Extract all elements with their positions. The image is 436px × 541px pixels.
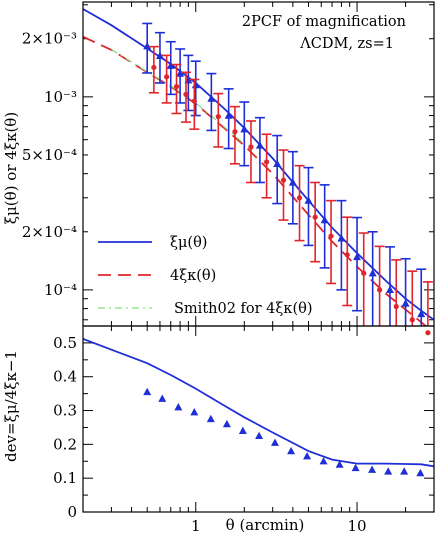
series-line-dev-curve bbox=[83, 338, 434, 468]
x-axis-label: θ (arcmin) bbox=[226, 516, 305, 534]
top-y-tick-label: 2×10⁻⁴ bbox=[22, 223, 77, 241]
legend-label-2: Smith02 for 4ξκ(θ) bbox=[174, 301, 313, 317]
dev-point-triangle bbox=[319, 457, 328, 465]
top-y-tick-label: 10⁻⁴ bbox=[44, 281, 77, 299]
data-point-dot bbox=[264, 159, 270, 165]
data-point-dot bbox=[296, 195, 303, 201]
top-y-axis-label: ξμ(θ) or 4ξκ(θ) bbox=[2, 112, 20, 224]
dev-point-triangle bbox=[287, 446, 296, 455]
dev-point-triangle bbox=[368, 465, 377, 473]
bottom-y-tick-label: 0.1 bbox=[53, 469, 77, 487]
data-point-dot bbox=[361, 270, 367, 276]
dev-point-triangle bbox=[143, 387, 152, 396]
data-point-triangle bbox=[166, 61, 175, 69]
bottom-y-tick-label: 0.2 bbox=[53, 435, 77, 453]
data-point-dot bbox=[425, 330, 431, 336]
data-point-dot bbox=[232, 129, 238, 135]
data-point-dot bbox=[248, 144, 254, 150]
bottom-panel: dev=ξμ/4ξκ−1 θ (arcmin) 0 0.1 0.2 0.3 0.4 0.5… bbox=[2, 325, 435, 535]
top-y-tick-label: 2×10⁻³ bbox=[22, 30, 77, 48]
bottom-y-axis-label: dev=ξμ/4ξκ−1 bbox=[2, 350, 20, 462]
dev-point-triangle bbox=[303, 452, 312, 460]
data-point-triangle bbox=[207, 94, 216, 102]
data-point-triangle bbox=[320, 215, 329, 224]
data-point-triangle bbox=[176, 69, 185, 77]
data-point-triangle bbox=[288, 178, 297, 186]
data-point-triangle bbox=[273, 159, 282, 167]
top-y-tick-label: 10⁻³ bbox=[44, 88, 77, 106]
dev-point-triangle bbox=[174, 402, 183, 411]
dev-point-triangle bbox=[158, 394, 167, 402]
legend-label-0: ξμ(θ) bbox=[170, 235, 207, 251]
bottom-y-tick-label: 0.4 bbox=[53, 368, 77, 386]
dev-point-triangle bbox=[238, 426, 247, 434]
dev-point-triangle bbox=[206, 414, 215, 423]
data-point-dot bbox=[164, 74, 170, 80]
series-line-- bbox=[83, 8, 434, 321]
data-point-triangle bbox=[155, 51, 164, 60]
dev-point-triangle bbox=[384, 467, 393, 475]
data-point-triangle bbox=[304, 196, 313, 204]
data-point-dot bbox=[151, 64, 157, 71]
data-point-dot bbox=[312, 214, 318, 220]
data-point-triangle bbox=[240, 124, 249, 133]
data-point-dot bbox=[280, 177, 287, 183]
data-point-triangle bbox=[255, 141, 264, 149]
x-tick-label: 1 bbox=[191, 517, 201, 535]
bottom-y-tick-label: 0.5 bbox=[53, 334, 77, 352]
series-line-Smith02-for-4- bbox=[111, 48, 245, 145]
data-point-triangle bbox=[224, 111, 233, 119]
data-point-triangle bbox=[385, 285, 394, 294]
bottom-y-tick-label: 0.3 bbox=[53, 402, 77, 420]
top-y-tick-label: 5×10⁻⁴ bbox=[22, 146, 77, 164]
data-point-dot bbox=[328, 233, 334, 239]
data-point-triangle bbox=[417, 309, 426, 318]
data-point-dot bbox=[344, 252, 350, 258]
data-point-triangle bbox=[401, 299, 410, 307]
dev-point-triangle bbox=[400, 467, 409, 475]
annotation-title: 2PCF of magnification bbox=[242, 14, 406, 30]
dev-point-triangle bbox=[222, 419, 231, 428]
dev-point-triangle bbox=[190, 408, 199, 416]
data-point-triangle bbox=[368, 269, 377, 277]
x-tick-label: 10 bbox=[347, 517, 366, 535]
dev-point-triangle bbox=[351, 463, 360, 472]
data-point-dot bbox=[393, 303, 399, 310]
dev-point-triangle bbox=[335, 460, 344, 468]
data-point-triangle bbox=[143, 41, 152, 50]
dev-point-triangle bbox=[271, 438, 279, 446]
data-point-dot bbox=[377, 287, 383, 293]
data-point-dot bbox=[183, 91, 189, 97]
bottom-y-tick-label: 0 bbox=[67, 503, 77, 521]
legend-label-1: 4ξκ(θ) bbox=[170, 268, 216, 284]
legend: ξμ(θ) 4ξκ(θ) Smith02 for 4ξκ(θ) bbox=[98, 235, 313, 317]
top-panel: 2PCF of magnification ΛCDM, zs=1 ξμ(θ) 4ξ… bbox=[2, 1, 435, 336]
dev-point-triangle bbox=[255, 431, 264, 440]
dev-point-triangle bbox=[416, 468, 425, 477]
data-point-dot bbox=[191, 98, 197, 104]
data-point-dot bbox=[215, 114, 221, 120]
annotation-model: ΛCDM, zs=1 bbox=[299, 36, 394, 52]
data-point-triangle bbox=[337, 234, 346, 242]
data-point-dot bbox=[409, 317, 415, 323]
panel-frame bbox=[82, 325, 435, 513]
data-point-dot bbox=[173, 84, 180, 90]
data-point-triangle bbox=[353, 252, 362, 261]
